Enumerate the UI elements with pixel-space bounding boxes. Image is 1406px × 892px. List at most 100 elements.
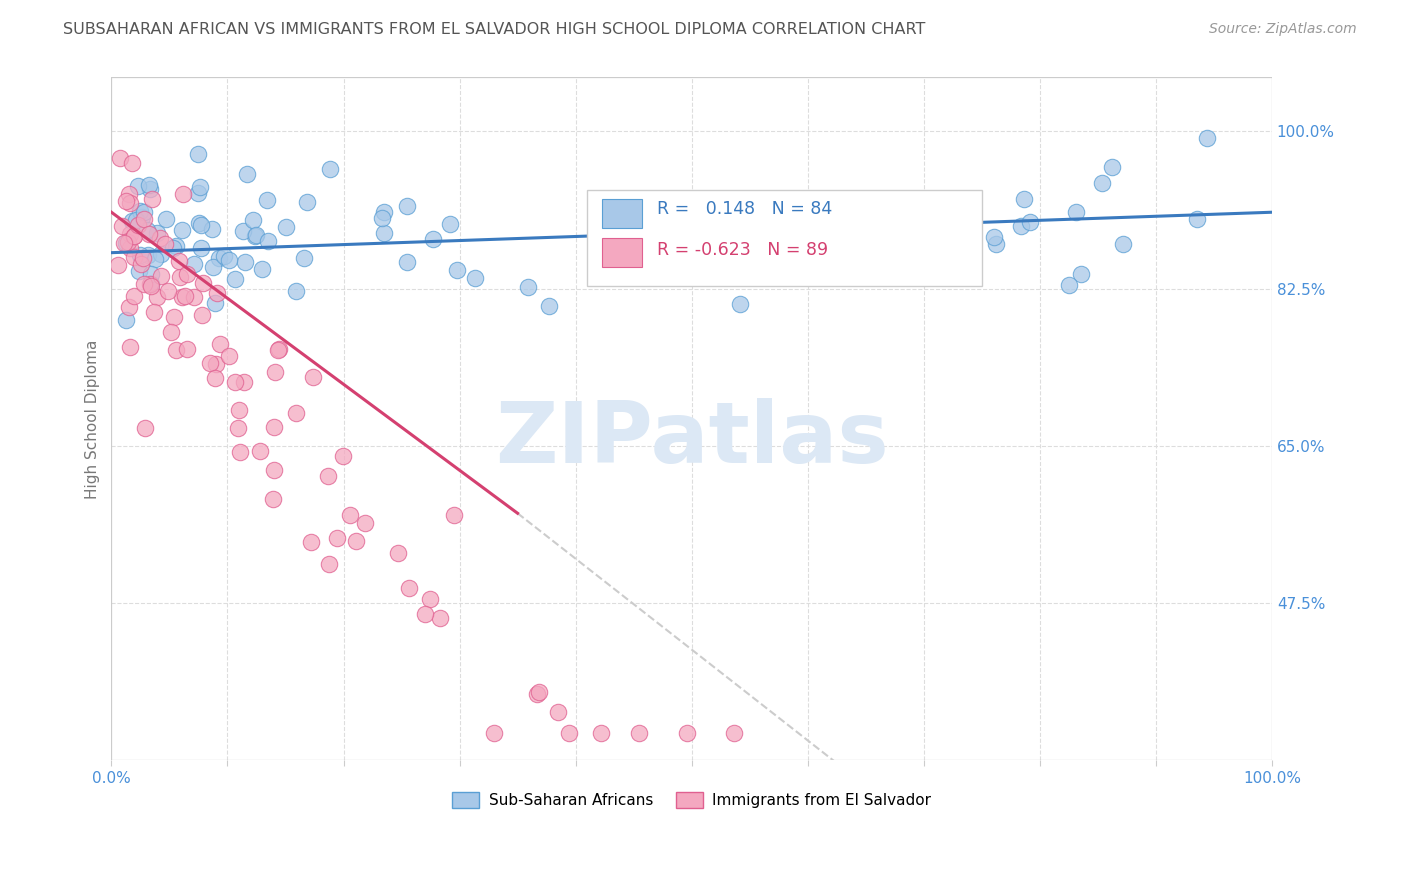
Point xyxy=(353,516,375,530)
Point xyxy=(162,241,184,255)
Point xyxy=(121,156,143,170)
Point xyxy=(419,591,441,606)
Point xyxy=(233,255,256,269)
Point xyxy=(232,375,254,389)
Point xyxy=(176,268,198,282)
Point xyxy=(138,178,160,192)
Point xyxy=(723,726,745,740)
Point xyxy=(165,343,187,357)
Point xyxy=(516,279,538,293)
Point xyxy=(117,235,139,249)
FancyBboxPatch shape xyxy=(602,199,641,227)
Point xyxy=(228,403,250,417)
Point xyxy=(114,312,136,326)
Point xyxy=(204,371,226,385)
Point xyxy=(620,219,643,233)
Point xyxy=(1057,278,1080,293)
Point xyxy=(429,610,451,624)
Point xyxy=(245,228,267,243)
Point xyxy=(115,194,138,208)
Point xyxy=(395,198,418,212)
Point xyxy=(173,288,195,302)
Point xyxy=(387,546,409,560)
Point xyxy=(172,186,194,201)
Point xyxy=(129,257,152,271)
Point xyxy=(183,290,205,304)
Point xyxy=(676,726,699,740)
Point xyxy=(263,463,285,477)
Point xyxy=(295,194,318,209)
Point xyxy=(232,224,254,238)
Point xyxy=(628,726,651,740)
Point xyxy=(127,179,149,194)
Point xyxy=(299,535,322,549)
Point xyxy=(274,220,297,235)
Point xyxy=(373,226,395,240)
Point xyxy=(647,212,669,227)
Point xyxy=(422,232,444,246)
Point xyxy=(118,195,141,210)
Point xyxy=(117,300,139,314)
Point xyxy=(157,284,180,298)
Point xyxy=(263,365,285,379)
Point xyxy=(114,236,136,251)
Point xyxy=(371,211,394,226)
Legend: Sub-Saharan Africans, Immigrants from El Salvador: Sub-Saharan Africans, Immigrants from El… xyxy=(446,786,938,814)
Point xyxy=(202,260,225,275)
Point xyxy=(122,228,145,243)
Point xyxy=(269,342,291,356)
Point xyxy=(129,203,152,218)
Point xyxy=(165,239,187,253)
Point xyxy=(122,228,145,243)
Point xyxy=(107,258,129,272)
Point xyxy=(873,233,896,247)
Point xyxy=(208,337,231,351)
Point xyxy=(188,180,211,194)
Point xyxy=(263,419,285,434)
Point xyxy=(1018,215,1040,229)
Point xyxy=(527,685,550,699)
Point xyxy=(146,290,169,304)
Point xyxy=(200,356,222,370)
Point xyxy=(138,277,160,291)
Point xyxy=(224,376,246,390)
Y-axis label: High School Diploma: High School Diploma xyxy=(86,339,100,499)
Point xyxy=(128,264,150,278)
Point xyxy=(108,151,131,165)
Point xyxy=(121,214,143,228)
Text: R =   0.148   N = 84: R = 0.148 N = 84 xyxy=(657,200,832,218)
Point xyxy=(249,444,271,458)
Point xyxy=(122,289,145,303)
Point xyxy=(439,217,461,231)
FancyBboxPatch shape xyxy=(602,238,641,267)
Point xyxy=(558,726,581,740)
Point xyxy=(127,219,149,233)
Point xyxy=(135,223,157,237)
Point xyxy=(443,508,465,523)
Point xyxy=(302,369,325,384)
Point xyxy=(257,235,280,249)
Point xyxy=(190,218,212,232)
Point xyxy=(187,186,209,200)
Point xyxy=(205,285,228,300)
Point xyxy=(132,211,155,226)
Point xyxy=(170,290,193,304)
Point xyxy=(122,250,145,264)
Point xyxy=(226,421,249,435)
Point xyxy=(120,241,142,255)
Point xyxy=(143,305,166,319)
Point xyxy=(136,248,159,262)
Point xyxy=(482,726,505,740)
Point xyxy=(538,299,561,313)
Point xyxy=(149,231,172,245)
Point xyxy=(141,192,163,206)
Point xyxy=(464,271,486,285)
Point xyxy=(1091,176,1114,190)
Point xyxy=(547,705,569,719)
Point xyxy=(1185,211,1208,226)
Point xyxy=(236,167,259,181)
Point xyxy=(183,257,205,271)
Point xyxy=(111,219,134,233)
Point xyxy=(190,308,212,322)
Point xyxy=(526,688,548,702)
